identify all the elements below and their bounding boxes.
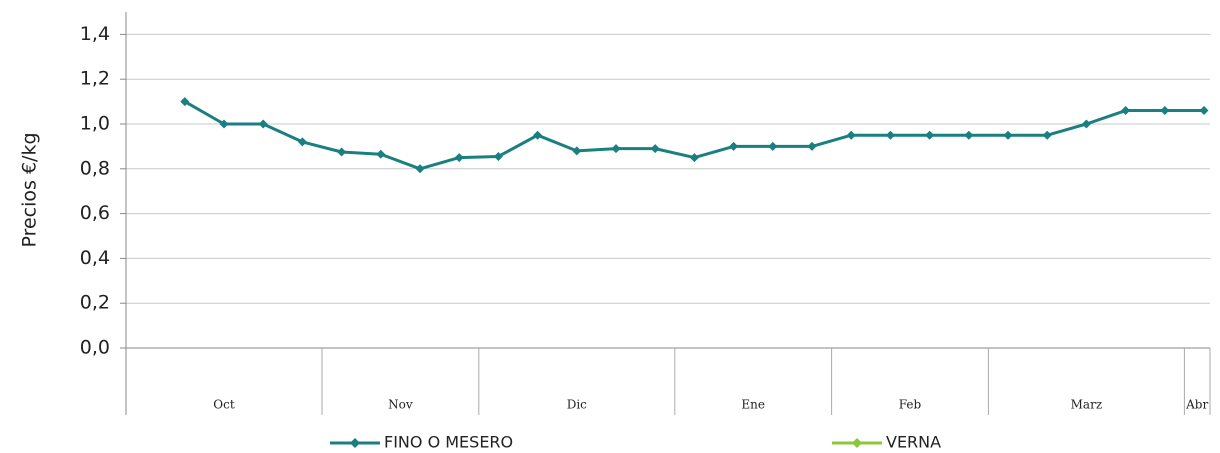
point xyxy=(807,141,817,151)
y-tick-label: 1,2 xyxy=(80,68,110,90)
y-axis-label: Precios €/kg xyxy=(19,132,41,247)
y-tick-label: 0,4 xyxy=(80,247,110,269)
point xyxy=(415,164,425,174)
point xyxy=(376,149,386,159)
point xyxy=(493,151,503,161)
y-tick-label: 0,8 xyxy=(80,157,110,179)
point xyxy=(258,119,268,129)
point xyxy=(533,130,543,140)
point xyxy=(768,141,778,151)
point xyxy=(964,130,974,140)
point xyxy=(454,153,464,163)
legend-marker xyxy=(350,438,360,448)
point xyxy=(337,147,347,157)
point xyxy=(180,97,190,107)
legend-marker xyxy=(852,438,862,448)
month-label: Dic xyxy=(567,398,587,412)
month-label: Marz xyxy=(1071,398,1103,412)
point xyxy=(729,141,739,151)
point xyxy=(219,119,229,129)
point xyxy=(1199,106,1209,116)
y-tick-label: 1,4 xyxy=(80,23,110,45)
point xyxy=(689,153,699,163)
month-label: Abr xyxy=(1185,398,1208,412)
month-label: Nov xyxy=(388,398,413,412)
point xyxy=(1081,119,1091,129)
legend-label: FINO O MESERO xyxy=(384,433,513,452)
month-label: Feb xyxy=(899,398,922,412)
legend-label: VERNA xyxy=(886,433,941,452)
y-tick-label: 0,0 xyxy=(80,337,110,359)
y-tick-label: 1,0 xyxy=(80,113,110,135)
point xyxy=(297,137,307,147)
point xyxy=(885,130,895,140)
point xyxy=(611,144,621,154)
point xyxy=(846,130,856,140)
month-label: Ene xyxy=(741,398,765,412)
point xyxy=(1121,106,1131,116)
month-label: Oct xyxy=(213,398,235,412)
y-tick-label: 0,6 xyxy=(80,202,110,224)
point xyxy=(1042,130,1052,140)
point xyxy=(925,130,935,140)
point xyxy=(1160,106,1170,116)
point xyxy=(650,144,660,154)
point xyxy=(1003,130,1013,140)
point xyxy=(572,146,582,156)
y-tick-label: 0,2 xyxy=(80,292,110,314)
